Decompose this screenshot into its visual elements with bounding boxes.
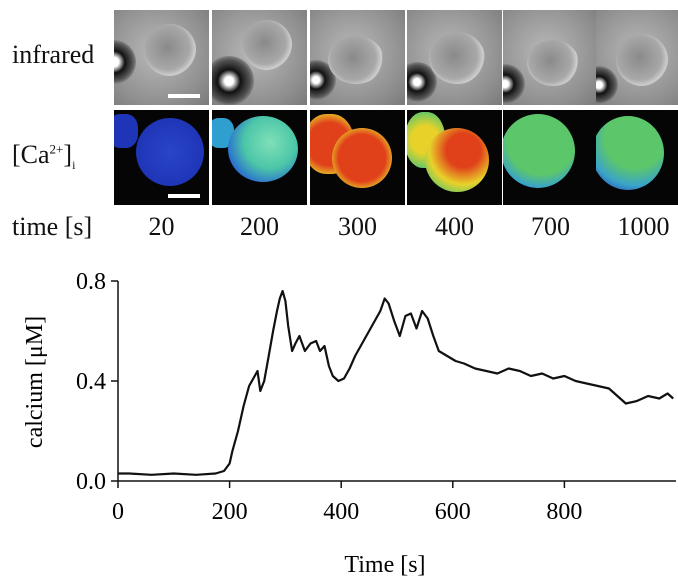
pipette-bead-image <box>503 64 525 104</box>
frame-time-label: 700 <box>531 212 570 241</box>
x-tick-label: 400 <box>323 499 359 525</box>
cell-image <box>242 20 292 70</box>
cell-image <box>429 32 485 84</box>
frame-time-label: 300 <box>338 212 377 241</box>
calcium-suffix: ] <box>63 140 73 169</box>
calcium-frame-20 <box>114 110 209 205</box>
pipette-bead-image <box>212 56 254 105</box>
calcium-frame-300 <box>310 110 405 205</box>
infrared-frame-400 <box>407 10 502 105</box>
infrared-frame-300 <box>310 10 405 105</box>
frame-time-label: 1000 <box>617 212 670 241</box>
cell-image <box>503 114 575 188</box>
y-axis-label: calcium [μM] <box>22 316 48 448</box>
x-tick-label: 200 <box>212 499 248 525</box>
pipette-bead-image <box>596 66 618 104</box>
y-tick-label: 0.4 <box>76 369 106 395</box>
infrared-frame-200 <box>212 10 307 105</box>
x-tick-label: 800 <box>546 499 582 525</box>
cell-image <box>144 24 196 76</box>
cell-image <box>527 40 579 86</box>
calcium-subscript: i <box>72 158 76 173</box>
frame-time-label: 400 <box>435 212 474 241</box>
frame-time-label: 20 <box>148 212 175 241</box>
infrared-frame-700 <box>503 10 598 105</box>
frame-time-label: 200 <box>240 212 279 241</box>
cell-image <box>328 36 384 84</box>
cell-image <box>596 116 664 190</box>
pipette-bead-image <box>114 40 136 84</box>
y-tick-label: 0.8 <box>76 269 106 295</box>
infrared-frame-20 <box>114 10 209 105</box>
cell-image <box>425 128 489 192</box>
y-tick-label: 0.0 <box>76 469 106 495</box>
cell-image <box>332 128 392 188</box>
x-tick-label: 600 <box>435 499 471 525</box>
scale-bar <box>168 194 200 198</box>
calcium-superscript: 2+ <box>49 141 64 157</box>
calcium-row-label: [Ca2+]i <box>12 140 75 173</box>
infrared-frame-1000 <box>596 10 678 105</box>
time-row-label: time [s] <box>12 212 93 241</box>
infrared-row-label: infrared <box>12 40 95 69</box>
calcium-frame-200 <box>212 110 307 205</box>
calcium-trace-line <box>118 289 674 476</box>
calcium-frame-400 <box>407 110 502 205</box>
calcium-frame-1000 <box>596 110 678 205</box>
calcium-prefix: [Ca <box>12 140 50 169</box>
cell-image <box>228 116 298 182</box>
scale-bar <box>168 94 200 98</box>
cell-image <box>114 114 138 148</box>
cell-image <box>136 118 204 186</box>
x-axis-label: Time [s] <box>344 552 425 578</box>
cell-image <box>616 34 668 86</box>
calcium-frame-700 <box>503 110 598 205</box>
x-tick-label: 0 <box>112 499 124 525</box>
